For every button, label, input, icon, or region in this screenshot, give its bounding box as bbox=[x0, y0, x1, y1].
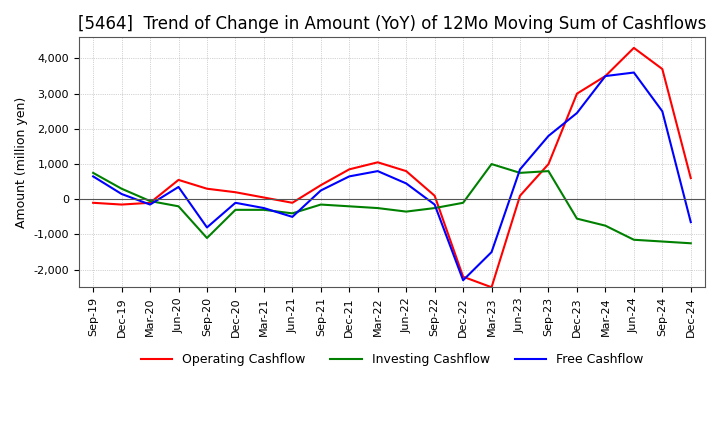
Title: [5464]  Trend of Change in Amount (YoY) of 12Mo Moving Sum of Cashflows: [5464] Trend of Change in Amount (YoY) o… bbox=[78, 15, 706, 33]
Y-axis label: Amount (million yen): Amount (million yen) bbox=[15, 97, 28, 228]
Operating Cashflow bbox=[572, 91, 581, 96]
Free Cashflow bbox=[601, 73, 610, 79]
Free Cashflow bbox=[629, 70, 638, 75]
Operating Cashflow bbox=[516, 193, 524, 198]
Line: Investing Cashflow: Investing Cashflow bbox=[93, 164, 690, 243]
Free Cashflow bbox=[459, 278, 467, 283]
Operating Cashflow bbox=[459, 274, 467, 279]
Operating Cashflow bbox=[402, 169, 410, 174]
Investing Cashflow bbox=[572, 216, 581, 221]
Free Cashflow bbox=[572, 110, 581, 116]
Free Cashflow bbox=[117, 191, 126, 197]
Investing Cashflow bbox=[487, 161, 496, 167]
Free Cashflow bbox=[516, 167, 524, 172]
Free Cashflow bbox=[686, 220, 695, 225]
Operating Cashflow bbox=[629, 45, 638, 51]
Operating Cashflow bbox=[174, 177, 183, 183]
Operating Cashflow bbox=[686, 176, 695, 181]
Free Cashflow bbox=[544, 133, 553, 139]
Legend: Operating Cashflow, Investing Cashflow, Free Cashflow: Operating Cashflow, Investing Cashflow, … bbox=[135, 348, 648, 371]
Free Cashflow bbox=[487, 249, 496, 255]
Investing Cashflow bbox=[544, 169, 553, 174]
Operating Cashflow bbox=[374, 160, 382, 165]
Free Cashflow bbox=[431, 202, 439, 207]
Investing Cashflow bbox=[231, 207, 240, 213]
Investing Cashflow bbox=[601, 223, 610, 228]
Operating Cashflow bbox=[487, 285, 496, 290]
Investing Cashflow bbox=[288, 211, 297, 216]
Operating Cashflow bbox=[89, 200, 97, 205]
Free Cashflow bbox=[202, 225, 211, 230]
Free Cashflow bbox=[402, 181, 410, 186]
Operating Cashflow bbox=[431, 193, 439, 198]
Investing Cashflow bbox=[459, 200, 467, 205]
Investing Cashflow bbox=[686, 241, 695, 246]
Free Cashflow bbox=[145, 202, 154, 207]
Investing Cashflow bbox=[260, 207, 269, 213]
Free Cashflow bbox=[317, 188, 325, 193]
Investing Cashflow bbox=[317, 202, 325, 207]
Operating Cashflow bbox=[658, 66, 667, 72]
Operating Cashflow bbox=[231, 190, 240, 195]
Operating Cashflow bbox=[544, 161, 553, 167]
Investing Cashflow bbox=[516, 170, 524, 176]
Investing Cashflow bbox=[345, 204, 354, 209]
Free Cashflow bbox=[89, 174, 97, 179]
Operating Cashflow bbox=[145, 200, 154, 205]
Operating Cashflow bbox=[260, 195, 269, 200]
Investing Cashflow bbox=[658, 239, 667, 244]
Investing Cashflow bbox=[402, 209, 410, 214]
Operating Cashflow bbox=[317, 183, 325, 188]
Investing Cashflow bbox=[374, 205, 382, 211]
Investing Cashflow bbox=[174, 204, 183, 209]
Operating Cashflow bbox=[117, 202, 126, 207]
Free Cashflow bbox=[374, 169, 382, 174]
Line: Operating Cashflow: Operating Cashflow bbox=[93, 48, 690, 287]
Operating Cashflow bbox=[288, 200, 297, 205]
Free Cashflow bbox=[288, 214, 297, 220]
Free Cashflow bbox=[658, 109, 667, 114]
Operating Cashflow bbox=[601, 73, 610, 79]
Line: Free Cashflow: Free Cashflow bbox=[93, 73, 690, 280]
Investing Cashflow bbox=[431, 205, 439, 211]
Investing Cashflow bbox=[145, 198, 154, 204]
Free Cashflow bbox=[345, 174, 354, 179]
Free Cashflow bbox=[174, 184, 183, 190]
Operating Cashflow bbox=[345, 167, 354, 172]
Investing Cashflow bbox=[202, 235, 211, 241]
Operating Cashflow bbox=[202, 186, 211, 191]
Investing Cashflow bbox=[89, 170, 97, 176]
Investing Cashflow bbox=[629, 237, 638, 242]
Free Cashflow bbox=[260, 205, 269, 211]
Investing Cashflow bbox=[117, 186, 126, 191]
Free Cashflow bbox=[231, 200, 240, 205]
